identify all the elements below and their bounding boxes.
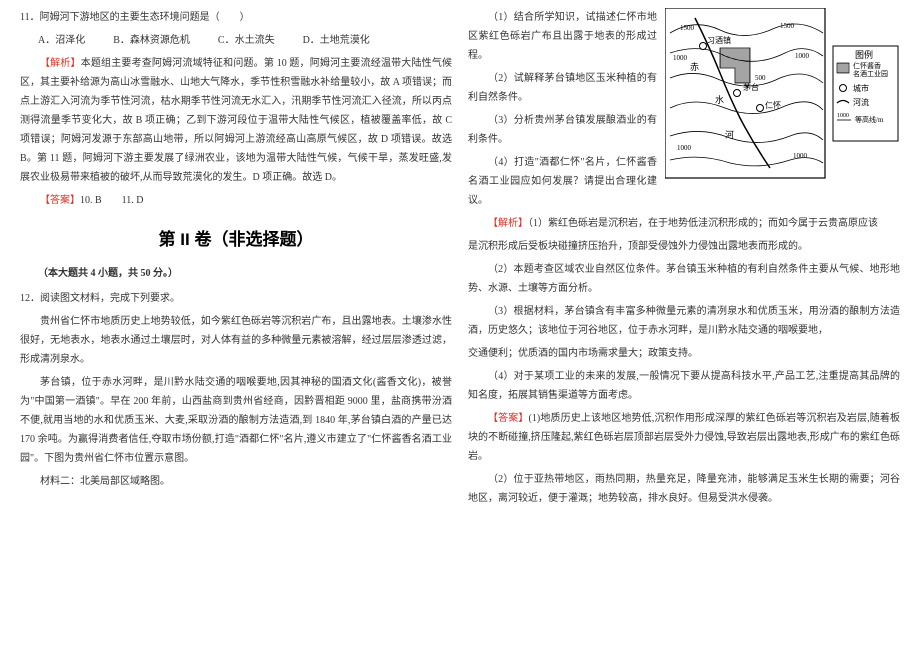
an2: （2）本题考查区域农业自然区位条件。茅台镇玉米种植的有利自然条件主要从气候、地形… (468, 260, 900, 298)
q11-analysis: 【解析】本题组主要考查阿姆河流域特征和问题。第 10 题，阿姆河主要流经温带大陆… (20, 54, 452, 187)
place-chi: 赤 (690, 62, 699, 72)
section-2-title: 第 II 卷（非选择题） (20, 224, 452, 256)
map-svg: 习酒镇 赤 茅台 仁怀 水 河 1500 1500 1000 1000 500 … (665, 8, 900, 193)
place-xijiu: 习酒镇 (707, 35, 731, 45)
q12-stem: 12．阅读图文材料，完成下列要求。 (20, 289, 452, 308)
place-maotai: 茅台 (743, 82, 759, 92)
opt-b: B．森林资源危机 (113, 31, 190, 50)
an1b: 是沉积形成后受板块碰撞挤压抬升，顶部受侵蚀外力侵蚀出露地表而形成的。 (468, 237, 900, 256)
analysis-block: 【解析】（1）紫红色砾岩是沉积岩，在于地势低洼沉积形成的；而如今属于云贵高原应该 (468, 214, 900, 233)
analysis-label-2: 【解析】 (488, 218, 528, 229)
opt-a: A．沼泽化 (38, 31, 85, 50)
left-column: 11．阿姆河下游地区的主要生态环境问题是（ ） A．沼泽化 B．森林资源危机 C… (12, 8, 460, 643)
answer-text: 10. B 11. D (80, 195, 144, 206)
analysis-text: 本题组主要考查阿姆河流域特征和问题。第 10 题，阿姆河主要流经温带大陆性气候区… (20, 58, 452, 183)
contour-1: 1500 (680, 24, 695, 32)
ans1: (1)地质历史上该地区地势低,沉积作用形成深厚的紫红色砾岩等沉积岩及岩层,随着板… (468, 413, 900, 462)
an1: （1）紫红色砾岩是沉积岩，在于地势低洼沉积形成的；而如今属于云贵高原应该 (528, 218, 878, 229)
map-figure: 习酒镇 赤 茅台 仁怀 水 河 1500 1500 1000 1000 500 … (665, 8, 900, 200)
analysis-label: 【解析】 (40, 58, 81, 69)
legend-park-2: 名酒工业园 (853, 69, 888, 78)
an3b: 交通便利；优质酒的国内市场需求量大；政策支持。 (468, 344, 900, 363)
q12-p3: 材料二：北美局部区域略图。 (20, 472, 452, 491)
contour-2: 1500 (780, 22, 795, 30)
q12-p1: 贵州省仁怀市地质历史上地势较低，如今紫红色砾岩等沉积岩广布，且出露地表。土壤渗水… (20, 312, 452, 369)
an3: （3）根据材料，茅台镇含有丰富多种微量元素的清冽泉水和优质玉米，用汾酒的酿制方法… (468, 302, 900, 340)
q11-answer: 【答案】10. B 11. D (20, 191, 452, 210)
place-he: 河 (725, 129, 734, 140)
answer-label-2: 【答案】 (488, 413, 529, 424)
place-ren: 仁怀 (765, 100, 781, 110)
legend-title: 图例 (855, 49, 873, 60)
ans2: （2）位于亚热带地区，雨热同期，热量充足，降量充沛，能够满足玉米生长期的需要；河… (468, 470, 900, 508)
answer-label: 【答案】 (40, 195, 80, 206)
scoring-note: （本大题共 4 小题，共 50 分。） (38, 264, 452, 283)
legend-contour-val: 1000 (837, 113, 849, 119)
an4: （4）对于某项工业的未来的发展,一般情况下要从提高科技水平,产品工艺,注重提高其… (468, 367, 900, 405)
q11-options: A．沼泽化 B．森林资源危机 C．水土流失 D．土地荒漠化 (38, 31, 452, 50)
answer-block: 【答案】(1)地质历史上该地区地势低,沉积作用形成深厚的紫红色砾岩等沉积岩及岩层… (468, 409, 900, 466)
q11-stem: 11．阿姆河下游地区的主要生态环境问题是（ ） (20, 8, 452, 27)
legend-park-1: 仁怀酱香 (853, 61, 881, 70)
contour-5: 500 (755, 74, 766, 82)
contour-3: 1000 (673, 54, 688, 62)
contour-4: 1000 (795, 52, 810, 60)
legend-city: 城市 (853, 83, 869, 93)
place-shui: 水 (715, 94, 724, 105)
contour-6: 1000 (677, 144, 692, 152)
legend-river: 河流 (853, 97, 869, 107)
q12-p2: 茅台镇，位于赤水河畔，是川黔水陆交通的咽喉要地,因其神秘的国酒文化(酱香文化)，… (20, 373, 452, 468)
right-column: 习酒镇 赤 茅台 仁怀 水 河 1500 1500 1000 1000 500 … (460, 8, 908, 643)
opt-d: D．土地荒漠化 (303, 31, 370, 50)
contour-7: 1000 (793, 152, 808, 160)
legend-contour: 等高线/m (855, 115, 884, 124)
opt-c: C．水土流失 (218, 31, 275, 50)
